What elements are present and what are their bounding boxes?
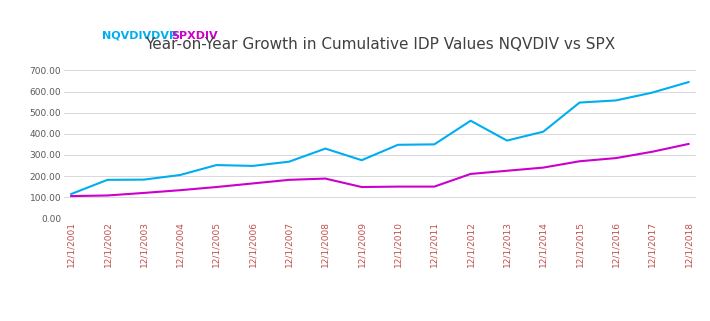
Text: NQVDIVDVP: NQVDIVDVP (102, 30, 177, 40)
Text: SPXDIV: SPXDIV (171, 30, 218, 40)
Title: Year-on-Year Growth in Cumulative IDP Values NQVDIV vs SPX: Year-on-Year Growth in Cumulative IDP Va… (145, 38, 615, 52)
